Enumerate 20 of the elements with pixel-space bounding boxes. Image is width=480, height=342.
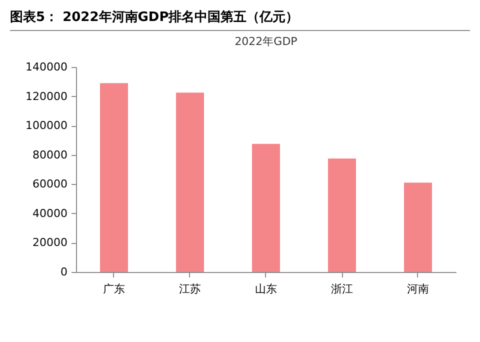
x-tick-label: 广东 [103,282,125,296]
x-tick-label: 山东 [255,282,277,296]
x-tick-label: 河南 [407,282,429,296]
y-tick-label: 120000 [26,90,68,103]
bar [100,83,128,272]
y-tick-label: 80000 [32,148,68,162]
chart-subtitle: 2022年GDP [234,35,298,48]
y-tick-label: 0 [60,266,68,278]
x-tick-label: 浙江 [331,282,353,296]
bar [176,92,204,272]
chart-title: 图表5： 2022年河南GDP排名中国第五（亿元） [10,8,470,31]
y-tick-label: 20000 [32,236,68,250]
x-tick-label: 江苏 [179,282,201,296]
y-tick-label: 60000 [32,178,68,191]
bar [252,144,280,272]
y-tick-label: 100000 [26,119,68,132]
y-tick-label: 40000 [32,206,68,220]
bar [328,158,356,272]
bar [404,182,432,272]
y-tick-label: 140000 [26,60,68,74]
